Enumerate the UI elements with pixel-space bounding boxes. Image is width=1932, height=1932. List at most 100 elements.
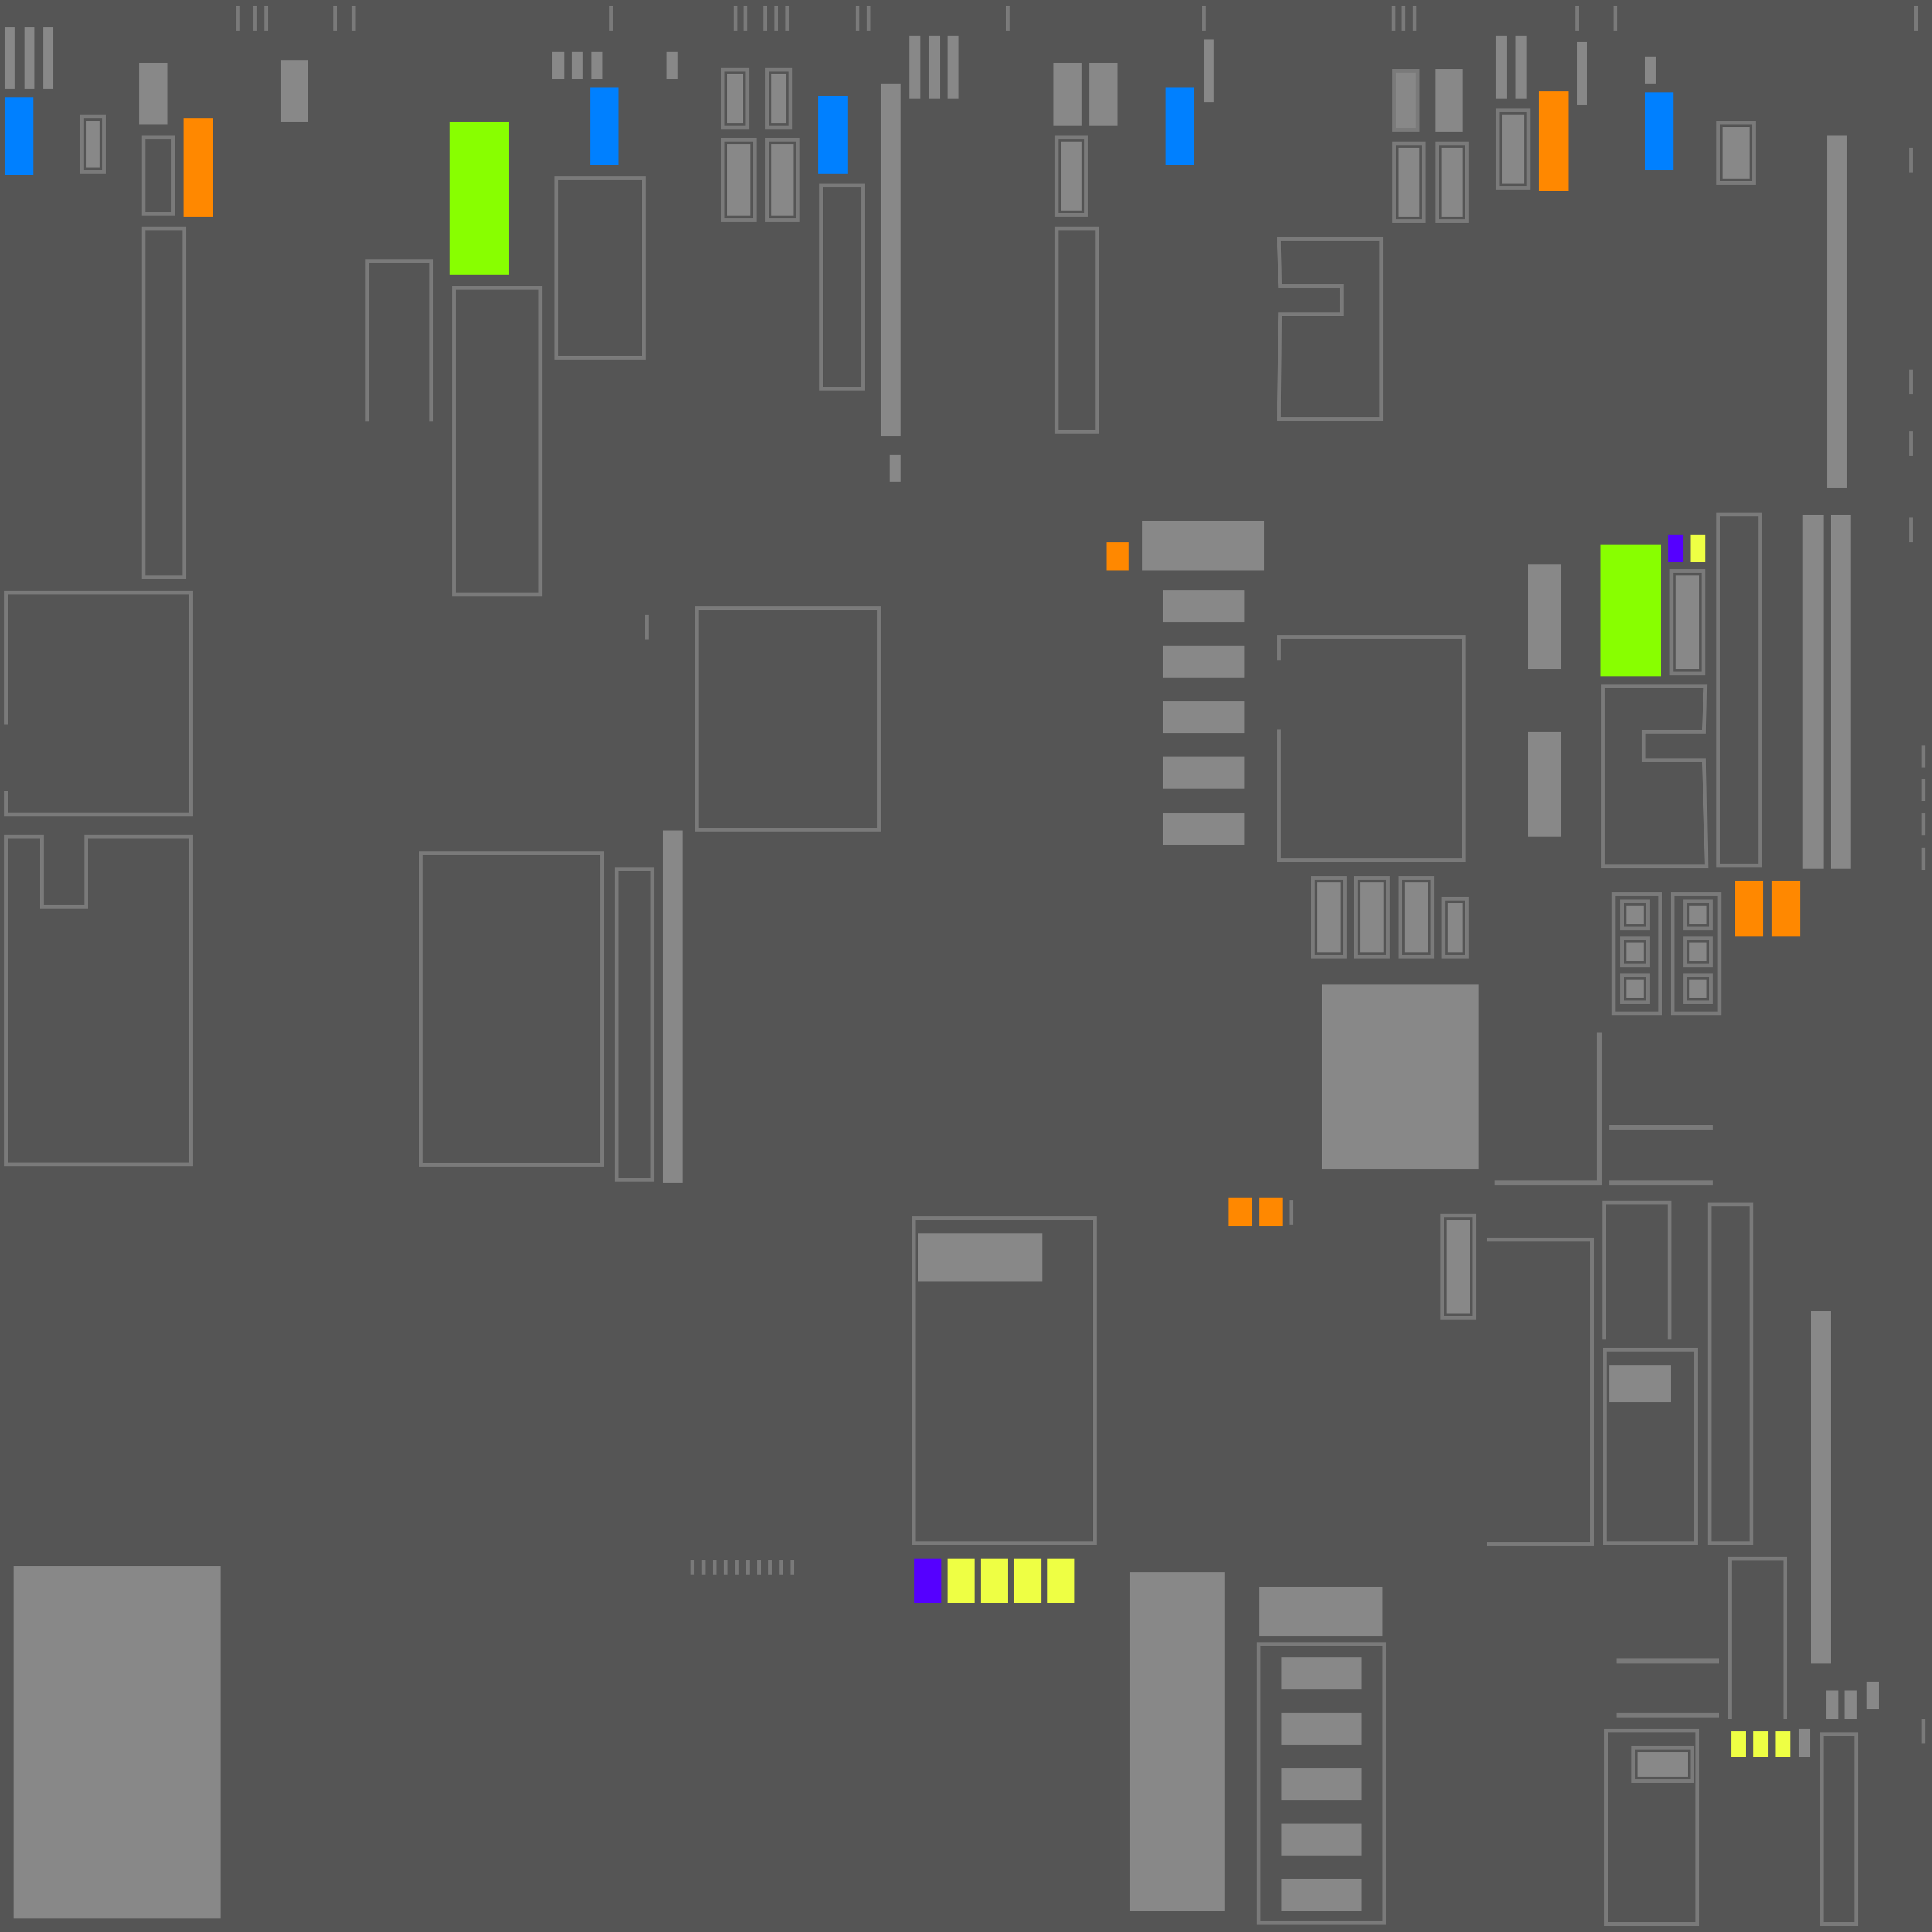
yellow-block bbox=[1753, 1731, 1768, 1757]
gray-block bbox=[281, 60, 308, 122]
outline-frame bbox=[1604, 1728, 1699, 1926]
gray-block bbox=[1259, 1587, 1382, 1637]
outline-shape bbox=[4, 834, 193, 1166]
outline-frame bbox=[1820, 1732, 1858, 1926]
gray-block bbox=[929, 35, 941, 99]
gray-block bbox=[1689, 979, 1707, 998]
gray-block bbox=[86, 121, 100, 168]
gray-block bbox=[1609, 1365, 1671, 1402]
outline-frame bbox=[1631, 1746, 1694, 1783]
outline-frame bbox=[1611, 892, 1662, 1016]
gray-block bbox=[918, 1233, 1042, 1282]
gray-block bbox=[1163, 701, 1245, 733]
gray-block bbox=[1689, 906, 1707, 924]
gray-block bbox=[1799, 1728, 1810, 1757]
yellow-block bbox=[1775, 1731, 1790, 1757]
outline-frame bbox=[1055, 226, 1099, 434]
outline-shape bbox=[1487, 1238, 1594, 1546]
outline-frame bbox=[1716, 512, 1762, 868]
outline-frame bbox=[142, 226, 186, 579]
outline-frame bbox=[1496, 108, 1531, 190]
outline-frame bbox=[765, 138, 800, 222]
gray-block bbox=[1404, 882, 1428, 953]
yellow-block bbox=[947, 1558, 975, 1603]
green-block bbox=[1600, 544, 1661, 677]
outline-frame bbox=[1671, 892, 1722, 1016]
gray-block bbox=[1675, 575, 1699, 669]
gray-block bbox=[771, 74, 786, 124]
orange-block bbox=[1259, 1198, 1283, 1226]
green-block bbox=[450, 122, 509, 275]
gray-block bbox=[1360, 882, 1384, 953]
gray-block bbox=[572, 51, 583, 79]
gray-block bbox=[1802, 515, 1824, 869]
orange-block bbox=[183, 118, 213, 217]
gray-block bbox=[1130, 1572, 1225, 1911]
gray-block bbox=[552, 51, 565, 79]
gray-block bbox=[909, 35, 921, 99]
orange-block bbox=[1772, 881, 1800, 937]
gray-block bbox=[1322, 984, 1479, 1170]
yellow-block bbox=[1690, 534, 1706, 562]
gray-block bbox=[1142, 521, 1265, 571]
outline-shape bbox=[1277, 237, 1383, 421]
gray-block bbox=[666, 51, 678, 79]
gray-block bbox=[1281, 1713, 1362, 1745]
outline-frame bbox=[452, 286, 542, 597]
gray-block bbox=[1089, 63, 1118, 126]
gray-block bbox=[1844, 1690, 1857, 1719]
gray-block bbox=[1163, 645, 1245, 678]
gray-block bbox=[1163, 756, 1245, 789]
outline-frame bbox=[1311, 876, 1347, 959]
gray-block bbox=[1163, 590, 1245, 623]
orange-block bbox=[1228, 1198, 1252, 1226]
gray-block bbox=[1502, 114, 1524, 184]
outline-shape bbox=[4, 591, 193, 816]
yellow-block bbox=[1047, 1558, 1074, 1603]
gray-block bbox=[1516, 35, 1527, 99]
gray-block bbox=[1626, 979, 1644, 998]
outline-frame bbox=[1435, 142, 1469, 223]
outline-frame bbox=[1620, 973, 1650, 1004]
gray-block bbox=[13, 1566, 221, 1919]
outline-shape bbox=[1728, 1557, 1788, 1719]
gray-block bbox=[1496, 35, 1507, 99]
outline-frame bbox=[1683, 973, 1713, 1004]
outline-shape bbox=[1277, 635, 1466, 862]
outline-frame bbox=[1683, 899, 1713, 931]
outline-frame bbox=[1441, 897, 1469, 959]
outline-frame bbox=[1055, 135, 1088, 217]
yellow-block bbox=[1014, 1558, 1041, 1603]
yellow-block bbox=[981, 1558, 1008, 1603]
gray-block bbox=[663, 830, 683, 1183]
outline-frame bbox=[1683, 936, 1713, 967]
gray-block bbox=[1827, 135, 1847, 488]
gray-block bbox=[43, 27, 53, 89]
gray-block bbox=[1448, 903, 1463, 953]
outline-shape bbox=[1601, 684, 1708, 868]
gray-block bbox=[1645, 57, 1656, 84]
purple-block bbox=[914, 1558, 941, 1603]
gray-block bbox=[1811, 1311, 1831, 1664]
outline-frame bbox=[1620, 899, 1650, 931]
gray-block bbox=[727, 74, 743, 124]
gray-block bbox=[1441, 148, 1463, 217]
gray-block bbox=[1626, 942, 1644, 961]
outline-frame bbox=[1354, 876, 1390, 959]
outline-shape bbox=[1602, 1200, 1672, 1340]
gray-block bbox=[1528, 564, 1561, 669]
gray-block bbox=[881, 83, 901, 436]
orange-block bbox=[1106, 542, 1129, 571]
outline-frame bbox=[1257, 1642, 1386, 1925]
gray-block bbox=[1826, 1690, 1839, 1719]
outline-frame bbox=[1398, 876, 1434, 959]
outline-frame bbox=[1392, 69, 1420, 132]
gray-block bbox=[1053, 63, 1082, 126]
gray-block bbox=[1435, 69, 1463, 132]
outline-shape bbox=[365, 259, 433, 422]
gray-block bbox=[1317, 882, 1341, 953]
gray-block bbox=[1398, 75, 1414, 126]
outline-frame bbox=[1620, 936, 1650, 967]
gray-block bbox=[25, 27, 35, 89]
